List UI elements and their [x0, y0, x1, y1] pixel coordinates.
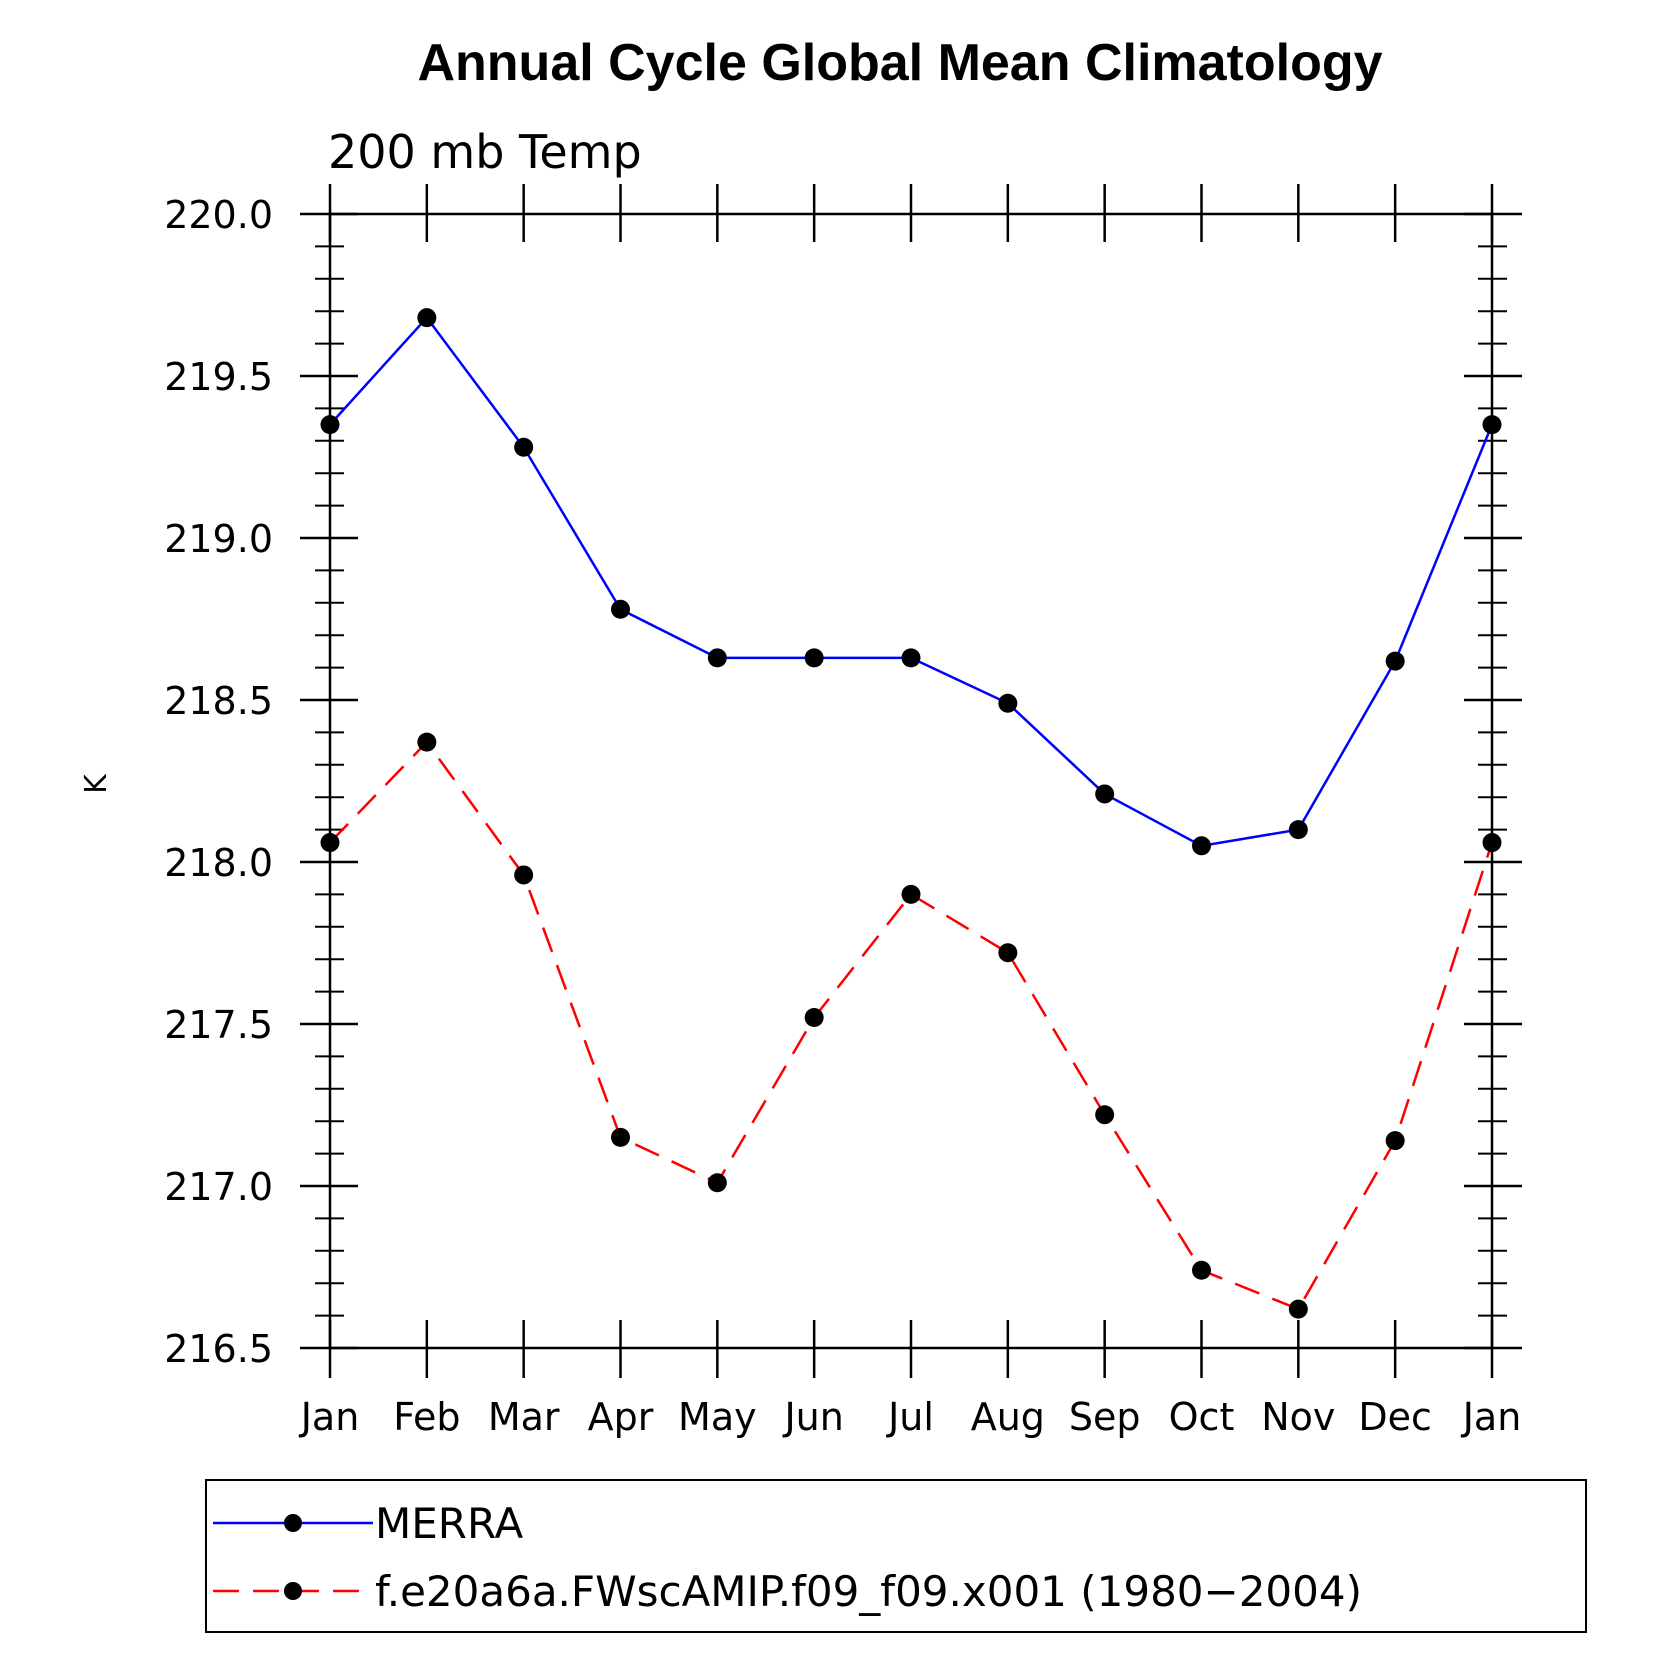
axis-frame [300, 184, 1522, 1378]
x-tick-label: Apr [588, 1395, 654, 1439]
y-tick-label: 219.5 [164, 355, 273, 399]
y-tick-label: 220.0 [164, 193, 273, 237]
x-tick-label: May [678, 1395, 757, 1439]
data-point-s1 [514, 865, 534, 885]
data-point-s1 [1482, 833, 1502, 853]
x-tick-label: Feb [393, 1395, 460, 1439]
data-point-s1 [804, 1008, 824, 1028]
y-tick-label: 219.0 [164, 517, 273, 561]
y-tick-label: 216.5 [164, 1327, 273, 1371]
x-tick-label: Jan [299, 1395, 360, 1439]
legend: MERRA f.e20a6a.FWscAMIP.f09_f09.x001 (19… [205, 1479, 1587, 1633]
data-point-s1 [1288, 1299, 1308, 1319]
data-point-s1 [320, 833, 340, 853]
series-line-0 [329, 315, 1494, 848]
y-tick-label: 217.5 [164, 1003, 273, 1047]
y-tick-label: 218.0 [164, 841, 273, 885]
data-point-s1 [1095, 1105, 1115, 1125]
data-point-s0 [1385, 651, 1405, 671]
x-tick-label: Jun [782, 1395, 843, 1439]
data-point-s0 [804, 648, 824, 668]
data-point-s0 [1288, 820, 1308, 840]
data-point-s1 [417, 732, 437, 752]
legend-label-merra: MERRA [375, 1499, 523, 1548]
chart-title: Annual Cycle Global Mean Climatology [417, 34, 1382, 92]
y-tick-label: 218.5 [164, 679, 273, 723]
y-tick-label: 217.0 [164, 1165, 273, 1209]
x-tick-label: Sep [1069, 1395, 1141, 1439]
x-tick-label: Aug [971, 1395, 1045, 1439]
data-point-s0 [611, 599, 630, 619]
data-point-s0 [320, 415, 340, 435]
chart-subtitle: 200 mb Temp [328, 125, 642, 179]
data-point-s0 [1192, 836, 1211, 856]
data-point-s0 [901, 648, 921, 668]
series-line-1 [329, 740, 1494, 1311]
x-tick-label: Mar [488, 1395, 560, 1439]
data-point-s0 [1095, 784, 1115, 804]
x-tick-label: Jan [1461, 1395, 1522, 1439]
data-point-s1 [611, 1127, 630, 1147]
data-point-s0 [707, 648, 727, 668]
tick-labels: 216.5 217.0 217.5 218.0 218.5 219.0 219.5 220.0… [164, 193, 1521, 1439]
data-point-s1 [1192, 1260, 1211, 1280]
data-point-s1 [998, 943, 1018, 963]
data-point-s1 [901, 884, 921, 904]
x-tick-label: Dec [1358, 1395, 1432, 1439]
plot-frame [328, 212, 1494, 1350]
legend-label-model: f.e20a6a.FWscAMIP.f09_f09.x001 (1980−200… [375, 1567, 1362, 1616]
data-point-s0 [1482, 415, 1502, 435]
data-point-s0 [514, 437, 534, 457]
legend-marker-merra [284, 1514, 302, 1532]
data-point-s0 [417, 308, 437, 328]
series-layer [320, 308, 1502, 1319]
x-tick-label: Oct [1169, 1395, 1235, 1439]
x-tick-label: Nov [1261, 1395, 1335, 1439]
data-point-s1 [1385, 1131, 1405, 1151]
legend-marker-model [284, 1582, 302, 1600]
x-tick-label: Jul [886, 1395, 934, 1439]
legend-box [205, 1479, 1587, 1633]
data-point-s0 [998, 693, 1018, 713]
y-axis-label: K [79, 773, 114, 794]
data-point-s1 [707, 1173, 727, 1193]
